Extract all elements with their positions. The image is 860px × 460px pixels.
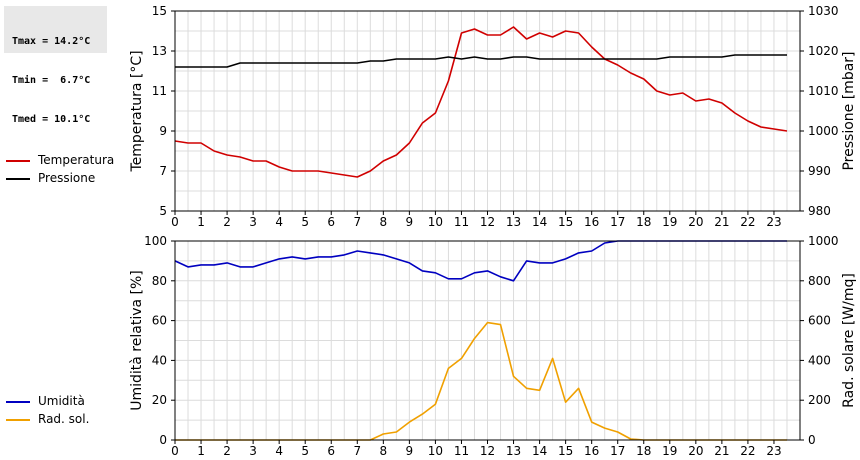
x-tick-label: 9: [406, 444, 414, 458]
y-right-tick-label: 990: [808, 164, 831, 178]
x-tick-label: 12: [480, 444, 495, 458]
x-tick-label: 20: [688, 215, 703, 229]
x-tick-label: 10: [428, 444, 443, 458]
y-left-tick-label: 40: [152, 353, 167, 367]
x-tick-label: 20: [688, 444, 703, 458]
x-tick-label: 5: [301, 444, 309, 458]
y-left-tick-label: 7: [159, 164, 167, 178]
y-left-axis-title: Umidità relativa [%]: [129, 270, 145, 411]
x-tick-label: 15: [558, 215, 573, 229]
y-left-tick-label: 0: [159, 433, 167, 447]
x-tick-label: 14: [532, 444, 547, 458]
y-right-tick-label: 200: [808, 393, 831, 407]
x-tick-label: 19: [662, 444, 677, 458]
x-tick-label: 15: [558, 444, 573, 458]
x-tick-label: 22: [740, 215, 755, 229]
y-right-tick-label: 600: [808, 314, 831, 328]
x-tick-label: 7: [353, 215, 361, 229]
y-left-tick-label: 80: [152, 274, 167, 288]
x-tick-label: 21: [714, 215, 729, 229]
x-tick-label: 9: [406, 215, 414, 229]
series-line-temperatura: [174, 26, 788, 178]
x-tick-label: 0: [171, 444, 179, 458]
x-tick-label: 16: [584, 215, 599, 229]
x-tick-label: 1: [197, 444, 205, 458]
x-tick-label: 0: [171, 215, 179, 229]
x-tick-label: 19: [662, 215, 677, 229]
series-line-pressione: [175, 54, 787, 68]
y-left-tick-label: 60: [152, 314, 167, 328]
x-tick-label: 2: [223, 215, 231, 229]
y-left-tick-label: 9: [159, 124, 167, 138]
x-tick-label: 10: [428, 215, 443, 229]
stats-tmin: Tmin = 6.7°C: [12, 75, 91, 86]
x-tick-label: 5: [301, 215, 309, 229]
y-right-tick-label: 400: [808, 353, 831, 367]
y-right-tick-label: 1010: [808, 84, 839, 98]
stats-box: Tmax = 14.2°C Tmin = 6.7°C Tmed = 10.1°C: [4, 6, 107, 125]
y-right-tick-label: 800: [808, 274, 831, 288]
legend-label: Pressione: [38, 171, 96, 185]
x-tick-label: 7: [353, 444, 361, 458]
x-tick-label: 14: [532, 215, 547, 229]
legend-label: Rad. sol.: [38, 412, 90, 426]
stats-tmed: Tmed = 10.1°C: [12, 114, 91, 125]
x-tick-label: 8: [380, 215, 388, 229]
y-right-tick-label: 980: [808, 204, 831, 218]
x-tick-label: 12: [480, 215, 495, 229]
y-right-tick-label: 1020: [808, 44, 839, 58]
legend-swatch: [6, 178, 30, 180]
y-right-tick-label: 1030: [808, 4, 839, 18]
x-tick-label: 18: [636, 215, 651, 229]
x-tick-label: 4: [275, 215, 283, 229]
y-right-axis-title: Pressione [mbar]: [841, 51, 857, 170]
x-tick-label: 13: [506, 215, 521, 229]
x-tick-label: 17: [610, 444, 625, 458]
x-tick-label: 3: [249, 444, 257, 458]
x-tick-label: 17: [610, 215, 625, 229]
stats-tmax: Tmax = 14.2°C: [12, 36, 91, 47]
y-left-axis-title: Temperatura [°C]: [129, 50, 145, 172]
x-tick-label: 16: [584, 444, 599, 458]
y-right-axis-title: Rad. solare [W/mq]: [841, 273, 857, 408]
y-left-tick-label: 13: [152, 44, 167, 58]
x-tick-label: 23: [766, 444, 781, 458]
x-tick-label: 6: [327, 215, 335, 229]
x-tick-label: 3: [249, 215, 257, 229]
x-tick-label: 6: [327, 444, 335, 458]
x-tick-label: 13: [506, 444, 521, 458]
y-left-tick-label: 5: [159, 204, 167, 218]
legend-swatch: [6, 401, 30, 403]
y-left-tick-label: 15: [152, 4, 167, 18]
y-left-tick-label: 20: [152, 393, 167, 407]
y-right-tick-label: 1000: [808, 124, 839, 138]
x-tick-label: 22: [740, 444, 755, 458]
x-tick-label: 1: [197, 215, 205, 229]
x-tick-label: 2: [223, 444, 231, 458]
x-tick-label: 11: [454, 444, 469, 458]
x-tick-label: 11: [454, 215, 469, 229]
x-tick-label: 4: [275, 444, 283, 458]
legend-swatch: [6, 160, 30, 162]
x-tick-label: 23: [766, 215, 781, 229]
x-tick-label: 18: [636, 444, 651, 458]
y-right-tick-label: 0: [808, 433, 816, 447]
y-left-tick-label: 11: [152, 84, 167, 98]
x-tick-label: 8: [380, 444, 388, 458]
y-left-tick-label: 100: [144, 234, 167, 248]
x-tick-label: 21: [714, 444, 729, 458]
legend-label: Temperatura: [38, 153, 115, 167]
y-right-tick-label: 1000: [808, 234, 839, 248]
legend-label: Umidità: [38, 394, 85, 408]
legend-swatch: [6, 419, 30, 421]
